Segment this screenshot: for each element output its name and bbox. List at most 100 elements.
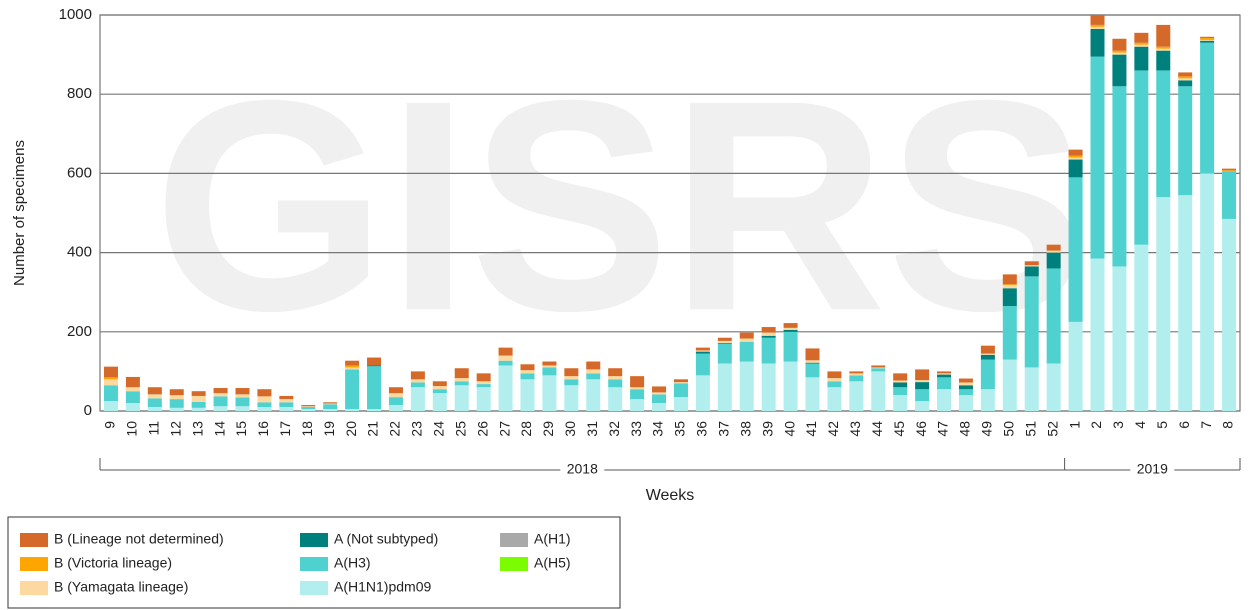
bar-segment	[761, 332, 776, 336]
bar-segment	[147, 398, 162, 408]
bar-segment	[1112, 266, 1127, 411]
group-label: 2019	[1137, 461, 1168, 477]
bar-segment	[608, 387, 623, 411]
bar-segment	[476, 381, 491, 385]
bar-segment	[739, 338, 754, 342]
bar-segment	[1046, 363, 1061, 411]
bar-segment	[1178, 72, 1193, 77]
bar-segment	[1068, 159, 1083, 178]
bar-segment	[498, 347, 513, 356]
bar-segment	[454, 385, 469, 411]
bar-segment	[980, 359, 995, 390]
bar-segment	[1046, 252, 1061, 269]
bar-segment	[1112, 86, 1127, 267]
bar-segment	[564, 368, 579, 377]
bar-segment	[125, 387, 140, 392]
bar-segment	[345, 360, 360, 366]
bar-segment	[257, 396, 272, 403]
bar-segment	[1222, 168, 1237, 171]
bar-segment	[1200, 40, 1215, 43]
bar-segment	[520, 364, 535, 371]
bar-segment	[980, 354, 995, 360]
bar-segment	[476, 373, 491, 382]
bar-segment	[1222, 171, 1237, 219]
bar-segment	[542, 361, 557, 366]
bar-segment	[980, 345, 995, 354]
bar-segment	[1156, 197, 1171, 411]
bar-segment	[1178, 195, 1193, 411]
bar-segment	[235, 397, 250, 407]
bar-segment	[213, 396, 228, 407]
x-tick-label: 28	[518, 421, 534, 437]
bar-segment	[432, 393, 447, 411]
x-tick-label: 14	[211, 421, 227, 437]
x-tick-label: 42	[825, 421, 841, 437]
x-tick-label: 23	[409, 421, 425, 437]
bar-segment	[849, 381, 864, 411]
bar-segment	[783, 361, 798, 411]
legend-label: A(H5)	[534, 555, 571, 571]
bar-segment	[476, 384, 491, 388]
bar-segment	[1200, 42, 1215, 174]
bar-segment	[345, 367, 360, 370]
bar-segment	[717, 342, 732, 344]
x-tick-label: 51	[1022, 421, 1038, 437]
x-tick-label: 18	[299, 421, 315, 437]
bar-segment	[432, 386, 447, 390]
bar-segment	[213, 393, 228, 397]
bar-segment	[279, 395, 294, 400]
bar-segment	[937, 377, 952, 390]
bar-segment	[432, 381, 447, 387]
bar-segment	[1156, 46, 1171, 49]
x-tick-label: 27	[496, 421, 512, 437]
bar-segment	[1046, 268, 1061, 364]
x-tick-label: 12	[167, 421, 183, 437]
bar-segment	[213, 406, 228, 411]
bar-segment	[717, 363, 732, 411]
bar-segment	[1134, 44, 1149, 47]
bar-segment	[937, 371, 952, 374]
bar-segment	[1090, 258, 1105, 411]
bar-segment	[761, 363, 776, 411]
x-tick-label: 44	[869, 421, 885, 437]
bar-segment	[520, 370, 535, 374]
bar-segment	[827, 381, 842, 388]
bar-segment	[761, 337, 776, 364]
x-tick-label: 32	[606, 421, 622, 437]
x-tick-label: 41	[803, 421, 819, 437]
bar-segment	[1112, 38, 1127, 51]
bar-segment	[1090, 28, 1105, 57]
bar-segment	[717, 343, 732, 364]
x-tick-label: 45	[891, 421, 907, 437]
bar-segment	[191, 401, 206, 408]
bar-segment	[147, 387, 162, 395]
bar-segment	[1090, 15, 1105, 25]
bar-segment	[630, 399, 645, 411]
plot-frame	[99, 14, 1241, 412]
bar-segment	[1002, 288, 1017, 307]
bar-segment	[323, 403, 338, 405]
bar-segment	[695, 375, 710, 411]
bar-segment	[454, 381, 469, 386]
x-tick-label: 10	[124, 421, 140, 437]
bar-segment	[388, 397, 403, 406]
bar-segment	[542, 367, 557, 376]
bar-segment	[1112, 50, 1127, 53]
x-tick-label: 21	[365, 421, 381, 437]
bar-segment	[345, 365, 360, 368]
y-tick-label: 200	[67, 323, 92, 340]
x-tick-label: 13	[189, 421, 205, 437]
x-tick-label: 15	[233, 421, 249, 437]
bar-segment	[1024, 265, 1039, 267]
bar-segment	[542, 365, 557, 368]
bar-segment	[586, 361, 601, 370]
bar-segment	[673, 379, 688, 383]
bar-segment	[586, 373, 601, 380]
bar-segment	[630, 389, 645, 400]
bar-segment	[388, 393, 403, 398]
bar-segment	[191, 407, 206, 411]
bar-segment	[893, 395, 908, 411]
bar-segment	[1112, 54, 1127, 87]
bar-segment	[1002, 285, 1017, 289]
bar-segment	[717, 340, 732, 343]
